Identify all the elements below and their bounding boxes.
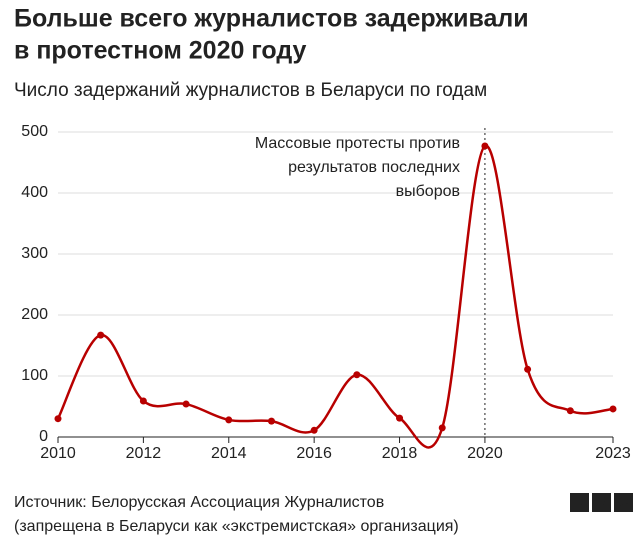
y-tick-label: 500 — [21, 123, 48, 140]
y-tick-label: 200 — [21, 306, 48, 323]
point — [54, 415, 62, 423]
annotation-text: результатов последних — [288, 159, 460, 176]
source: Источник: Белорусская Ассоциация Журнали… — [14, 494, 384, 511]
point — [566, 407, 574, 415]
x-tick-label: 2016 — [296, 445, 332, 462]
point — [225, 416, 233, 424]
y-tick-label: 100 — [21, 367, 48, 384]
x-tick-label: 2023 — [595, 445, 631, 462]
x-tick-label: 2010 — [40, 445, 76, 462]
point — [609, 405, 617, 413]
logo-box — [592, 493, 611, 512]
annotation-text: выборов — [396, 183, 460, 200]
point — [97, 331, 105, 339]
point — [481, 142, 489, 150]
point — [396, 414, 404, 422]
x-tick-label: 2014 — [211, 445, 247, 462]
y-tick-label: 400 — [21, 184, 48, 201]
point — [310, 426, 318, 434]
y-tick-label: 0 — [39, 428, 48, 445]
point — [182, 400, 190, 408]
point — [353, 371, 361, 379]
point — [524, 365, 532, 373]
chart-title: Больше всего журналистов задерживали — [14, 5, 529, 33]
source: (запрещена в Беларуси как «экстремистска… — [14, 518, 459, 535]
logo-box — [614, 493, 633, 512]
x-tick-label: 2012 — [126, 445, 162, 462]
point — [139, 397, 147, 405]
logo-letter: B — [574, 494, 584, 510]
point — [267, 417, 275, 425]
x-tick-label: 2018 — [382, 445, 418, 462]
logo-letter: C — [618, 494, 628, 510]
chart-title: в протестном 2020 году — [14, 37, 307, 65]
logo-box — [570, 493, 589, 512]
logo-letter: B — [596, 494, 606, 510]
y-tick-label: 300 — [21, 245, 48, 262]
x-tick-label: 2020 — [467, 445, 503, 462]
point — [438, 424, 446, 432]
annotation-text: Массовые протесты против — [255, 135, 460, 152]
chart-subtitle: Число задержаний журналистов в Беларуси … — [14, 80, 487, 101]
